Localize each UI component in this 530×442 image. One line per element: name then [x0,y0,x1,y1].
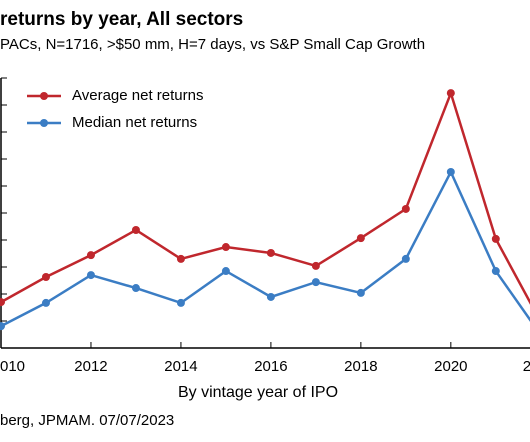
data-point [266,248,275,257]
data-point [446,167,455,176]
x-axis-label: By vintage year of IPO [178,384,338,401]
x-tick-label: 2018 [344,358,377,375]
data-point [176,254,185,263]
chart-title: returns by year, All sectors [0,9,243,30]
legend-marker [40,92,48,100]
chart-subtitle: PACs, N=1716, >$50 mm, H=7 days, vs S&P … [0,36,425,53]
data-point [0,322,5,331]
data-point [491,234,500,243]
data-point [311,278,320,287]
x-tick-label: 2 [523,358,530,375]
x-tick-label: 010 [0,358,25,375]
data-point [356,288,365,297]
data-point [266,292,275,301]
data-point [401,254,410,263]
data-point [401,204,410,213]
data-point [131,226,140,235]
data-point [0,298,5,307]
x-tick-label: 2014 [164,358,197,375]
x-tick-label: 2020 [434,358,467,375]
data-point [131,284,140,293]
legend-label: Average net returns [72,87,203,104]
data-point [221,267,230,276]
data-point [221,243,230,252]
data-point [86,251,95,260]
data-point [41,298,50,307]
data-point [41,272,50,281]
data-point [86,271,95,280]
x-tick-label: 2016 [254,358,287,375]
legend-marker [40,119,48,127]
data-point [176,298,185,307]
data-point [446,89,455,98]
data-point [356,234,365,243]
source-note: berg, JPMAM. 07/07/2023 [0,412,174,429]
x-tick-label: 2012 [74,358,107,375]
legend-label: Median net returns [72,114,197,131]
data-point [311,261,320,270]
data-point [491,267,500,276]
